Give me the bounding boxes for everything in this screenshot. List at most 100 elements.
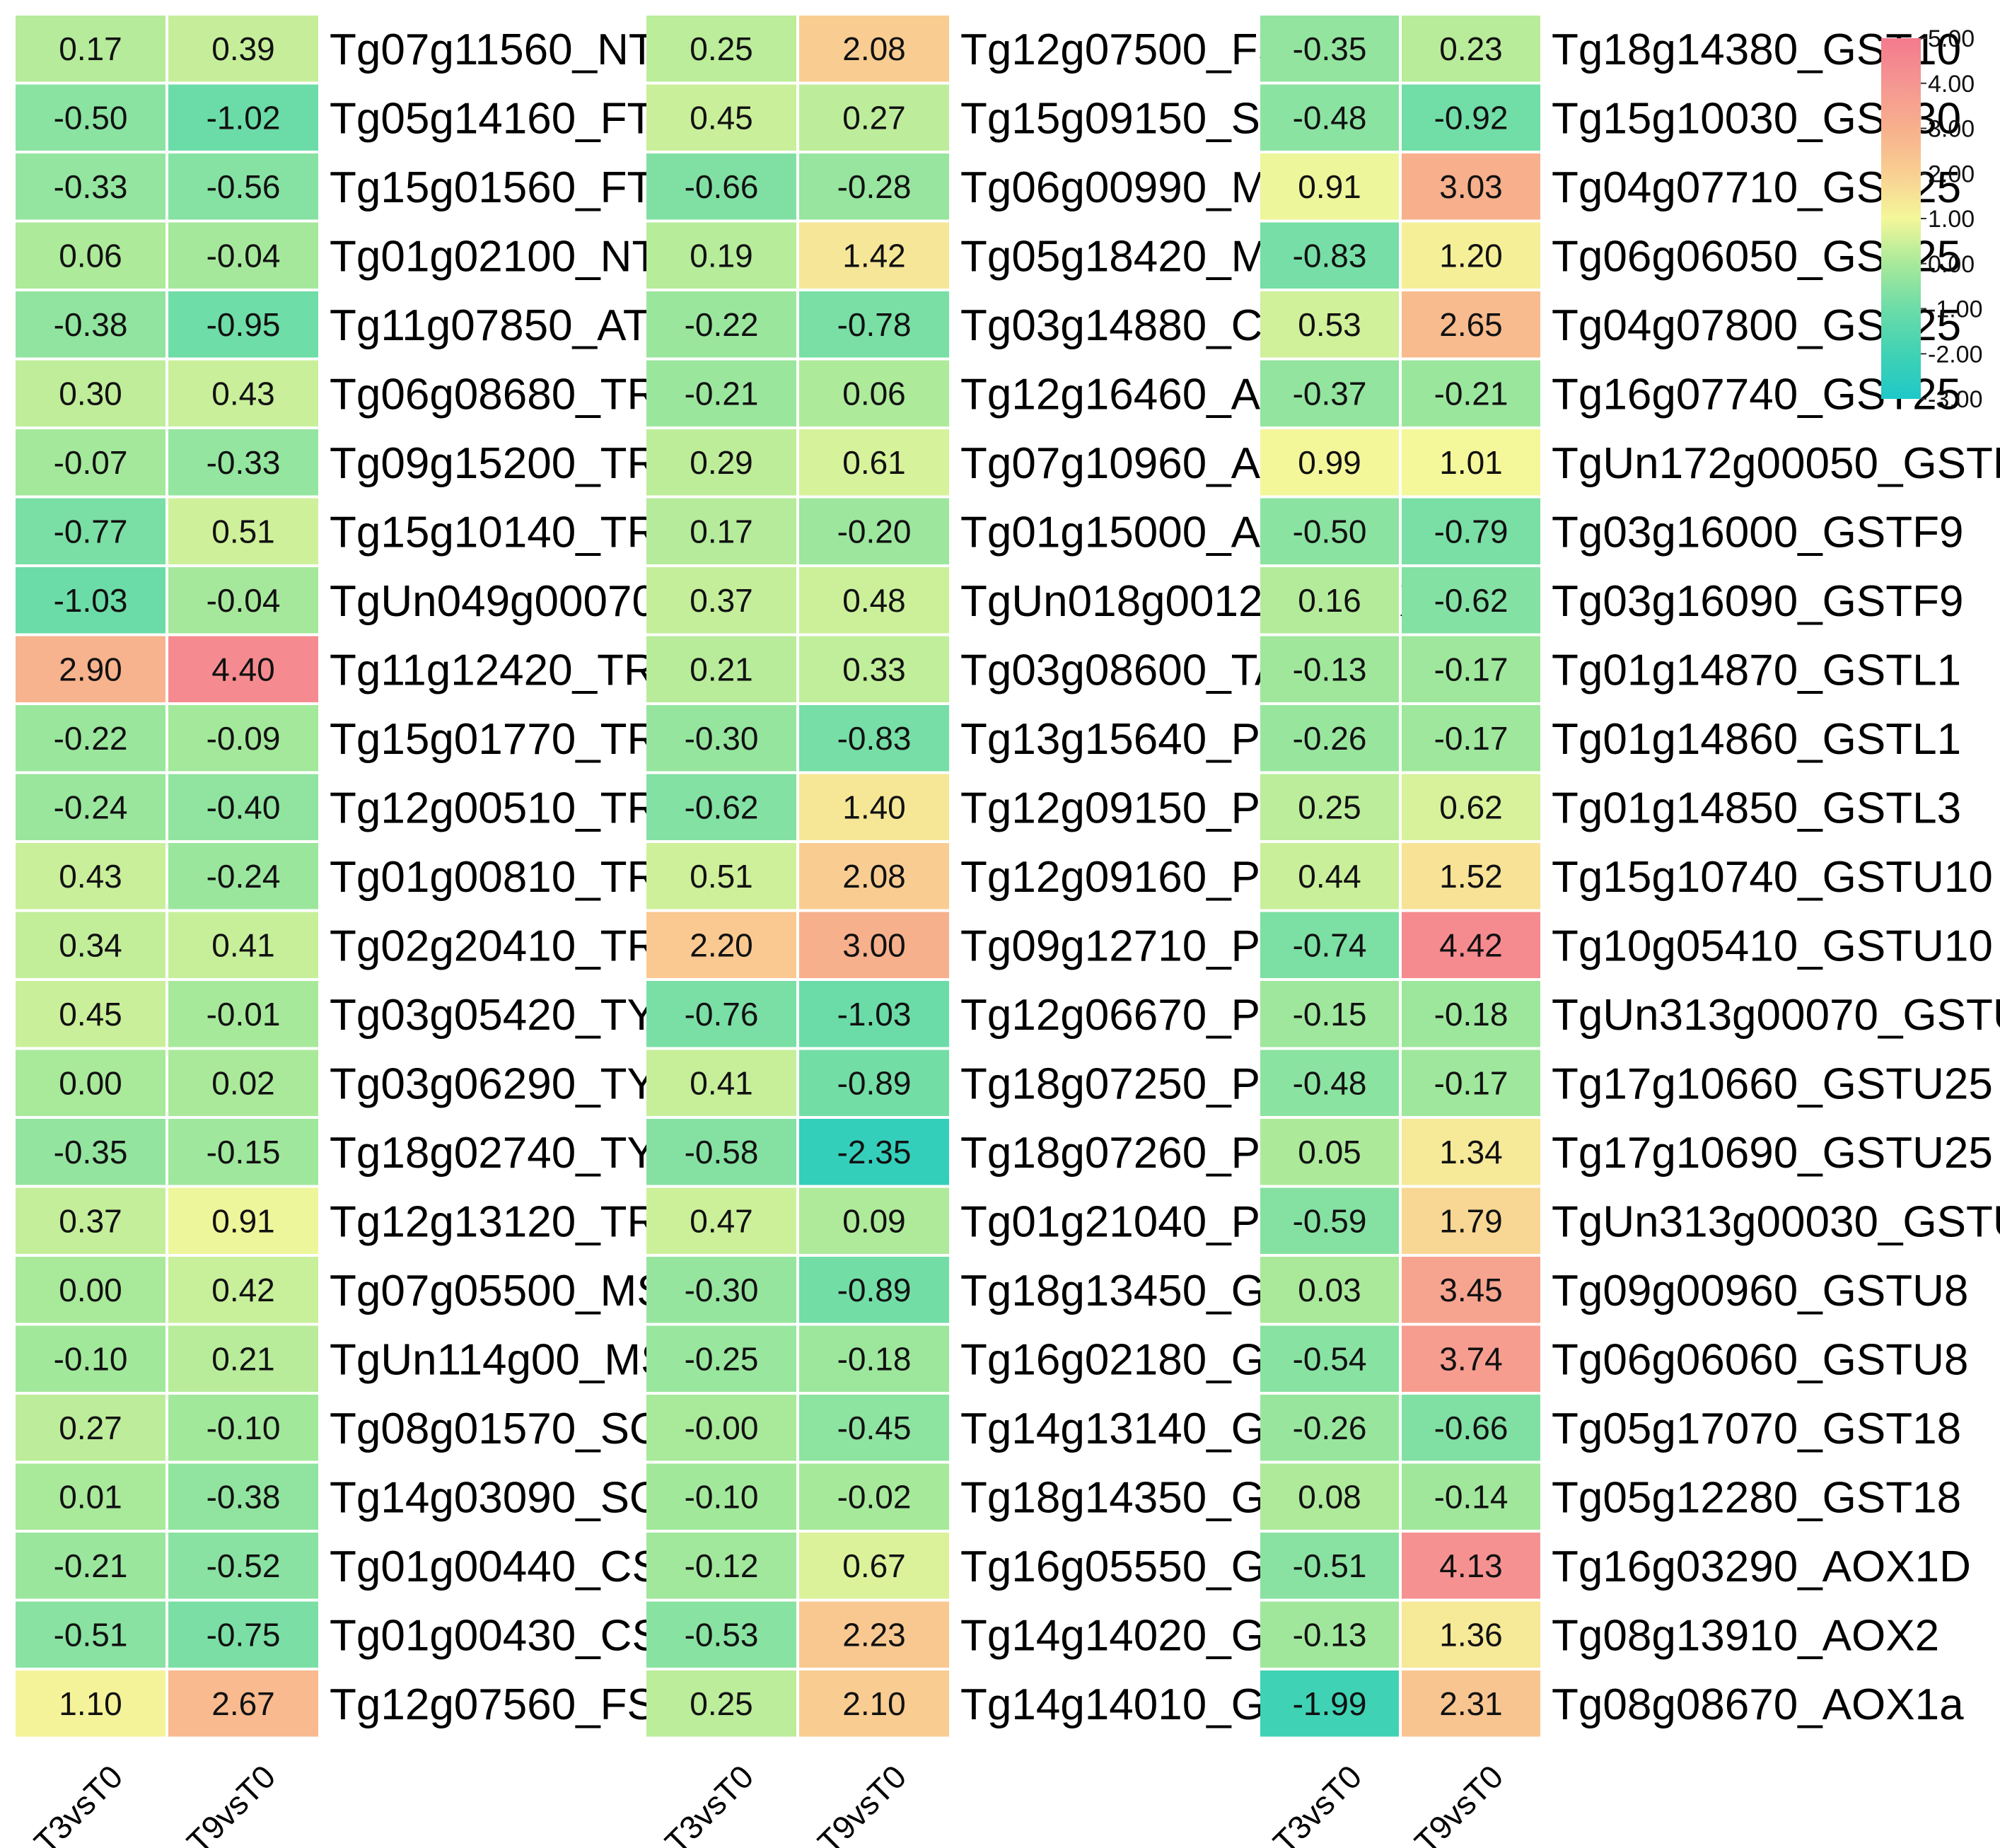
heatmap-cell	[168, 153, 318, 220]
heatmap-cell	[16, 360, 165, 426]
heatmap-cell	[1260, 291, 1399, 358]
heatmap-cell	[168, 222, 318, 289]
cell-value-label: -0.24	[207, 858, 281, 895]
heatmap-cell	[1402, 774, 1540, 840]
heatmap-cell	[646, 1257, 796, 1323]
cell-value-label: 0.91	[211, 1202, 275, 1239]
heatmap-cell	[1402, 981, 1540, 1047]
heatmap-cell	[799, 16, 949, 82]
heatmap-cell	[799, 1463, 949, 1530]
heatmap-cell	[16, 1257, 165, 1323]
cell-value-label: -0.89	[837, 1272, 912, 1308]
heatmap-cell	[1260, 636, 1399, 702]
cell-value-label: -0.17	[1434, 651, 1508, 687]
heatmap-cell	[646, 222, 796, 289]
cell-value-label: 2.08	[842, 30, 906, 67]
heatmap-cell	[799, 567, 949, 634]
gene-label: Tg16g03290_AOX1D	[1552, 1542, 1971, 1591]
legend-tick-label: 1.00	[1928, 206, 1975, 233]
heatmap-cell	[1260, 1395, 1399, 1461]
cell-value-label: -0.25	[685, 1340, 759, 1377]
heatmap-cell	[1402, 1257, 1540, 1323]
gene-label: Tg01g14850_GSTL3	[1552, 784, 1961, 832]
cell-value-label: 2.67	[211, 1685, 275, 1722]
heatmap-cell	[1402, 84, 1540, 151]
column-label: T9vsT0	[810, 1758, 913, 1848]
heatmap-cell	[646, 429, 796, 496]
heatmap-cell	[1402, 1119, 1540, 1185]
gene-label: Tg06g06060_GSTU8	[1552, 1335, 1968, 1384]
gene-label: Tg10g05410_GSTU10	[1552, 922, 1993, 970]
cell-value-label: -0.17	[1434, 720, 1508, 757]
heatmap-cell	[1260, 1050, 1399, 1116]
gene-label: TgUn313g00070_GSTU19	[1552, 991, 2000, 1040]
heatmap-cell	[1260, 1325, 1399, 1392]
heatmap-cell	[799, 1257, 949, 1323]
heatmap-cell	[1260, 843, 1399, 910]
heatmap-cell	[1402, 567, 1540, 634]
heatmap-cell	[646, 1325, 796, 1392]
cell-value-label: -0.75	[207, 1616, 281, 1653]
cell-value-label: -0.48	[1293, 99, 1367, 136]
legend-tick-label: 4.00	[1928, 71, 1975, 98]
heatmap-cell	[16, 1533, 165, 1599]
cell-value-label: -0.52	[207, 1547, 281, 1584]
cell-value-label: 0.99	[1298, 444, 1361, 481]
heatmap-cell	[1402, 1050, 1540, 1116]
cell-value-label: -0.10	[207, 1410, 281, 1446]
cell-value-label: -0.22	[685, 306, 759, 343]
cell-value-label: -0.83	[1293, 237, 1367, 274]
heatmap-cell	[168, 1395, 318, 1461]
heatmap-cell	[1260, 360, 1399, 426]
cell-value-label: -0.50	[1293, 513, 1367, 550]
heatmap-cell	[646, 1187, 796, 1254]
heatmap-cell	[1402, 705, 1540, 772]
heatmap-cell	[646, 636, 796, 702]
cell-value-label: -0.20	[837, 513, 912, 550]
cell-value-label: -0.33	[207, 444, 281, 481]
cell-value-label: -0.40	[207, 789, 281, 825]
heatmap-cell	[1260, 1670, 1399, 1737]
heatmap-cell	[16, 1670, 165, 1737]
cell-value-label: 2.90	[59, 651, 122, 687]
heatmap-cell	[168, 1119, 318, 1185]
heatmap-cell	[168, 636, 318, 702]
cell-value-label: 0.37	[59, 1202, 122, 1239]
cell-value-label: -2.35	[837, 1134, 912, 1170]
gene-label: Tg05g12280_GST18	[1552, 1473, 1961, 1522]
cell-value-label: 0.67	[842, 1547, 906, 1584]
heatmap-cell	[1260, 16, 1399, 82]
cell-value-label: 0.21	[211, 1340, 275, 1377]
cell-value-label: -0.01	[207, 996, 281, 1033]
heatmap-cell	[799, 1670, 949, 1737]
heatmap-cell	[16, 429, 165, 496]
cell-value-label: -0.04	[207, 582, 281, 619]
cell-value-label: 3.00	[842, 926, 906, 963]
heatmap-cell	[168, 774, 318, 840]
column-label: T3vsT0	[27, 1758, 129, 1848]
heatmap-cell	[799, 843, 949, 910]
heatmap-cell	[799, 429, 949, 496]
cell-value-label: -0.30	[685, 720, 759, 757]
heatmap-cell	[799, 1601, 949, 1668]
color-legend: 5.00 4.00 3.00 2.00 1.00 0.00 -1.00 -2.00 -3.00	[1881, 25, 1983, 413]
heatmap-cell	[16, 16, 165, 82]
cell-value-label: 0.51	[211, 513, 275, 550]
cell-value-label: 0.91	[1298, 168, 1361, 205]
cell-value-label: 0.02	[211, 1064, 275, 1101]
heatmap-cell	[16, 222, 165, 289]
cell-value-label: 0.43	[59, 858, 122, 895]
heatmap-cell	[1402, 1670, 1540, 1737]
cell-value-label: 0.03	[1298, 1272, 1361, 1308]
gene-label: Tg03g05420_TY1	[330, 991, 680, 1040]
cell-value-label: 1.52	[1439, 858, 1503, 895]
heatmap-cell	[168, 360, 318, 426]
heatmap-cell	[799, 981, 949, 1047]
heatmap-cell	[168, 1050, 318, 1116]
cell-value-label: 0.41	[690, 1064, 753, 1101]
gene-label: Tg11g12420_TRX2	[330, 646, 709, 695]
cell-value-label: -0.62	[685, 789, 759, 825]
heatmap-cell	[1260, 153, 1399, 220]
heatmap-cell	[799, 912, 949, 978]
legend-tick-label: -2.00	[1928, 341, 1983, 368]
